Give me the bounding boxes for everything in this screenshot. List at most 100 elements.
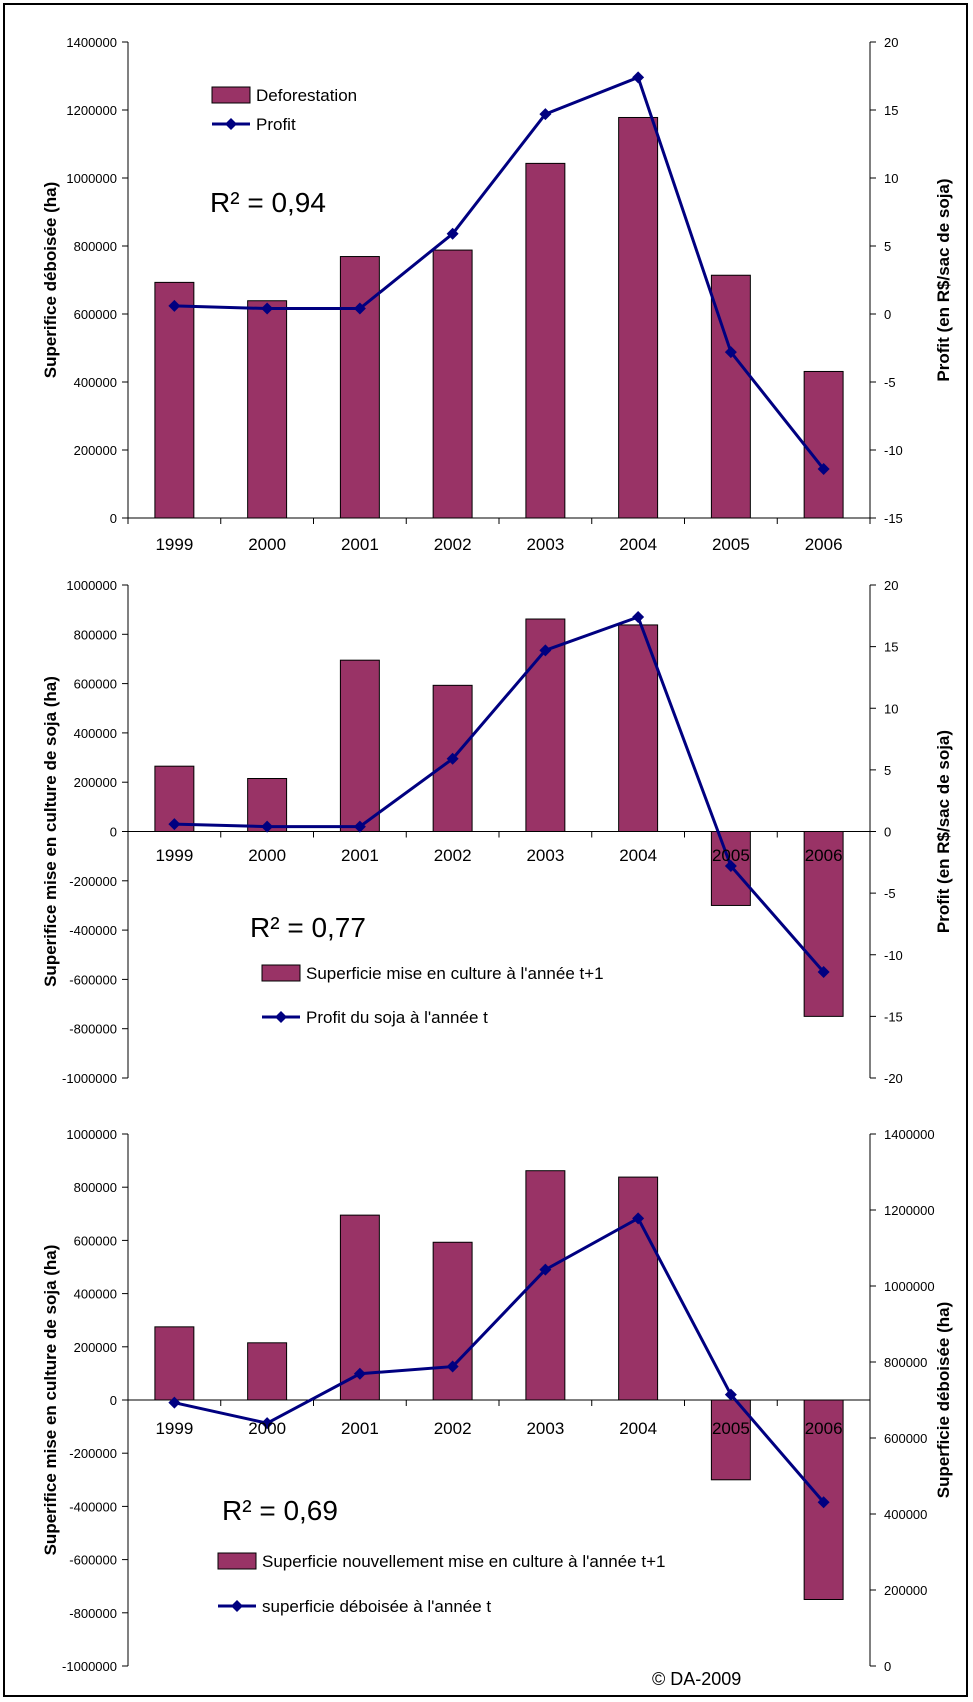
left-tick-label: 0 <box>110 1393 117 1408</box>
left-tick-label: -600000 <box>69 1553 117 1568</box>
category-label: 2004 <box>619 846 657 865</box>
category-label: 2002 <box>434 535 472 554</box>
bar-2000 <box>247 300 288 519</box>
line-point-2003 <box>539 644 552 657</box>
category-label: 2001 <box>341 535 379 554</box>
right-tick-label: 1000000 <box>884 1279 935 1294</box>
left-axis-title: Superifice mise en culture de soja (ha) <box>41 676 60 987</box>
profit-line <box>174 615 825 973</box>
left-tick-label: -200000 <box>69 874 117 889</box>
right-tick-label: 5 <box>884 239 891 254</box>
left-tick-label: 0 <box>110 825 117 840</box>
line-point-2002 <box>446 227 459 240</box>
left-tick-label: -800000 <box>69 1022 117 1037</box>
line-point-2005 <box>724 860 737 873</box>
right-tick-label: 15 <box>884 103 898 118</box>
left-tick-label: 400000 <box>74 375 117 390</box>
right-tick-label: -5 <box>884 375 896 390</box>
left-tick-label: 1200000 <box>66 103 117 118</box>
bar-2006 <box>803 831 844 1017</box>
line-point-2000 <box>261 820 274 833</box>
line-point-2006 <box>817 1496 830 1509</box>
right-tick-label: -15 <box>884 1009 903 1024</box>
line-point-2004 <box>632 71 645 84</box>
line-point-2004 <box>632 611 645 624</box>
category-label: 1999 <box>155 1419 193 1438</box>
legend-bar-swatch <box>261 964 301 982</box>
right-tick-label: -15 <box>884 511 903 526</box>
left-tick-label: 200000 <box>74 775 117 790</box>
left-tick-label: 600000 <box>74 307 117 322</box>
line-point-1999 <box>168 818 181 831</box>
legend-label: Profit du soja à l'année t <box>306 1008 488 1027</box>
right-tick-label: 20 <box>884 35 898 50</box>
line-point-2006 <box>817 966 830 979</box>
category-label: 2002 <box>434 846 472 865</box>
line-point-2003 <box>539 108 552 121</box>
bar-2002 <box>432 1241 473 1401</box>
left-tick-label: 800000 <box>74 239 117 254</box>
line-point-1999 <box>168 299 181 312</box>
r-squared-annotation: R² = 0,77 <box>250 912 366 943</box>
category-label: 2003 <box>526 1419 564 1438</box>
bar-2006 <box>803 370 844 519</box>
left-tick-label: -600000 <box>69 972 117 987</box>
bar-2002 <box>432 249 473 519</box>
right-tick-label: 5 <box>884 763 891 778</box>
category-label: 2006 <box>805 535 843 554</box>
line-point-2005 <box>724 346 737 359</box>
bar-1999 <box>154 1326 195 1401</box>
right-tick-label: 0 <box>884 307 891 322</box>
line-point-2002 <box>446 752 459 765</box>
right-axis-title: Superficie déboisée (ha) <box>934 1302 953 1499</box>
left-tick-label: -800000 <box>69 1606 117 1621</box>
category-label: 2004 <box>619 1419 657 1438</box>
right-tick-label: 0 <box>884 825 891 840</box>
bar-2004 <box>618 116 659 519</box>
line-point-2001 <box>353 1367 366 1380</box>
line-point-2006 <box>817 463 830 476</box>
bar-2003 <box>525 162 566 519</box>
right-tick-label: -20 <box>884 1071 903 1086</box>
left-tick-label: 0 <box>110 511 117 526</box>
line-point-2002 <box>446 1360 459 1373</box>
credit-text: © DA-2009 <box>652 1669 741 1689</box>
r-squared-annotation: R² = 0,69 <box>222 1495 338 1526</box>
left-axis-title: Superifice déboisée (ha) <box>41 182 60 379</box>
category-label: 2000 <box>248 846 286 865</box>
figure-frame <box>3 3 968 1697</box>
bar-2000 <box>247 1342 288 1401</box>
line-point-2005 <box>724 1388 737 1401</box>
bar-1999 <box>154 281 195 519</box>
line-point-2001 <box>353 302 366 315</box>
left-tick-label: 1000000 <box>66 171 117 186</box>
left-tick-label: -200000 <box>69 1446 117 1461</box>
left-tick-label: 1000000 <box>66 1127 117 1142</box>
right-tick-label: 1400000 <box>884 1127 935 1142</box>
r-squared-annotation: R² = 0,94 <box>210 187 326 218</box>
category-label: 1999 <box>155 535 193 554</box>
legend-bar-swatch <box>217 1552 257 1570</box>
right-tick-label: 10 <box>884 701 898 716</box>
left-tick-label: 600000 <box>74 1233 117 1248</box>
line-point-2001 <box>353 820 366 833</box>
left-tick-label: -400000 <box>69 1499 117 1514</box>
category-label: 2001 <box>341 1419 379 1438</box>
right-tick-label: -10 <box>884 443 903 458</box>
right-axis-title: Profit (en R$/sac de soja) <box>934 178 953 381</box>
legend-label: Superficie mise en culture à l'année t+1 <box>306 964 604 983</box>
left-tick-label: 400000 <box>74 726 117 741</box>
left-tick-label: 200000 <box>74 1340 117 1355</box>
right-tick-label: 200000 <box>884 1583 927 1598</box>
bar-2001 <box>339 659 380 832</box>
category-label: 2005 <box>712 846 750 865</box>
category-label: 2003 <box>526 535 564 554</box>
left-tick-label: 800000 <box>74 1180 117 1195</box>
category-label: 2000 <box>248 535 286 554</box>
legend-label: Superficie nouvellement mise en culture … <box>262 1552 665 1571</box>
right-tick-label: 1200000 <box>884 1203 935 1218</box>
legend-label: Deforestation <box>256 86 357 105</box>
right-tick-label: 15 <box>884 640 898 655</box>
right-tick-label: 0 <box>884 1659 891 1674</box>
